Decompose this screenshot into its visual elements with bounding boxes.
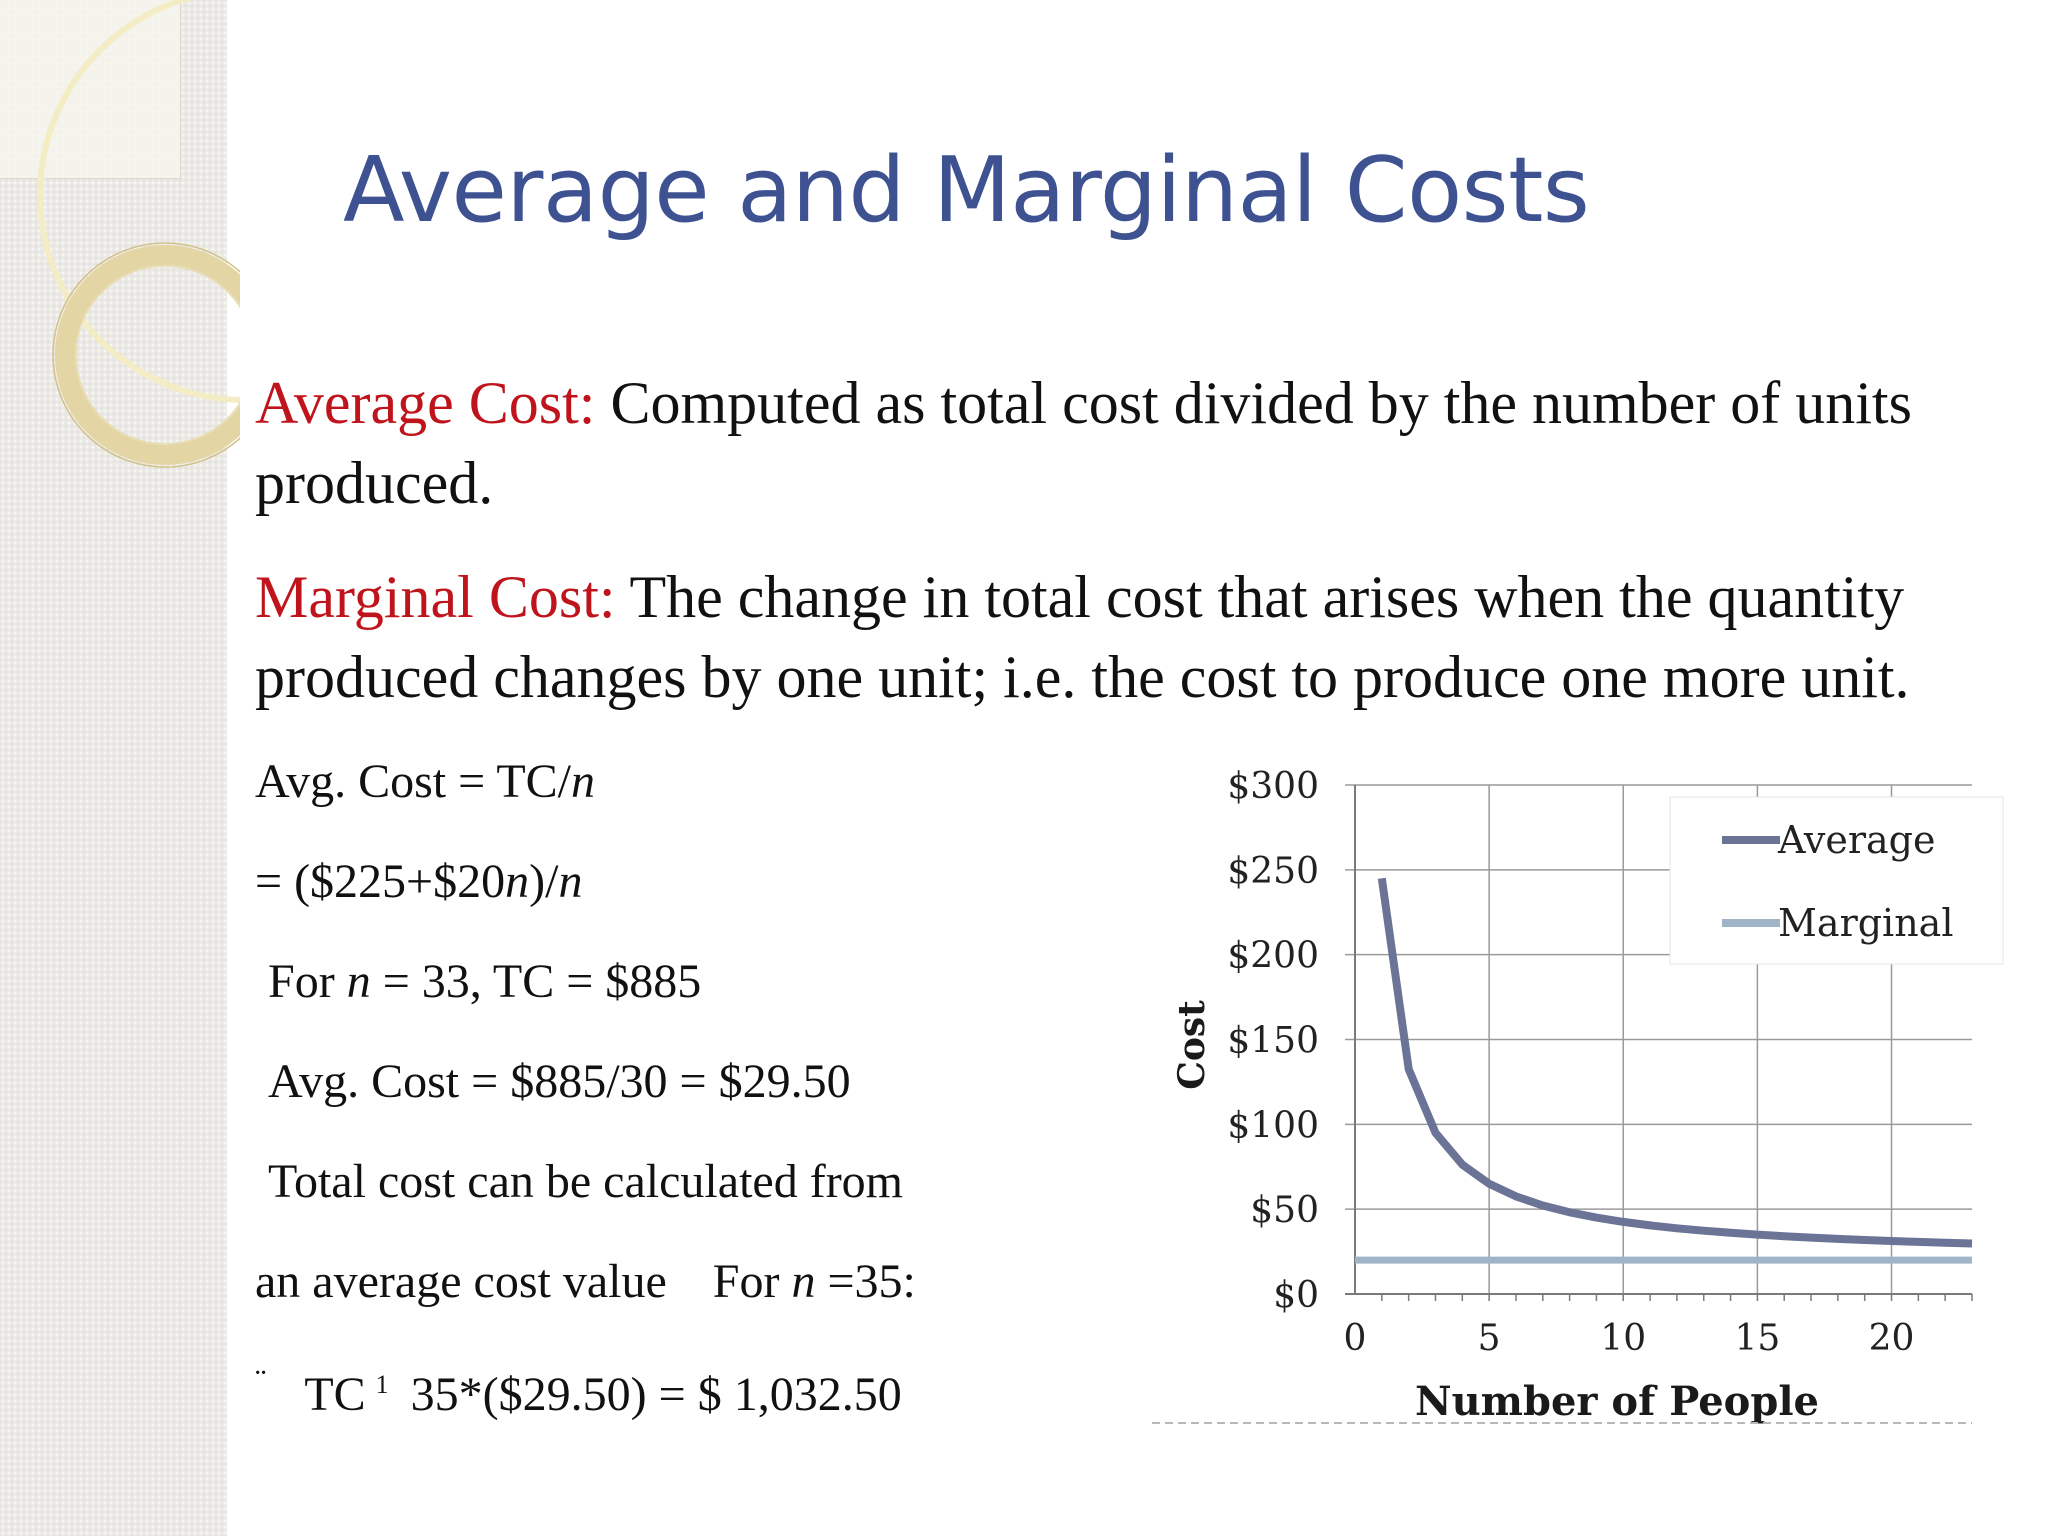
x-tick-label: 20 xyxy=(1869,1318,1915,1359)
definition-average-text: Computed as total cost divided by the nu… xyxy=(255,370,1912,516)
series-line-average xyxy=(1377,877,1973,1248)
y-tick-label: $150 xyxy=(1227,1021,1319,1062)
calc-line-4: Avg. Cost = $885/30 = $29.50 xyxy=(268,1055,851,1108)
legend-label-average: Average xyxy=(1777,818,1936,862)
calc-line-2-text: = ($225+$20 xyxy=(255,855,506,908)
y-tick-label: $50 xyxy=(1250,1190,1319,1231)
calc-line-3-text: For xyxy=(268,955,347,1008)
calc-variable-n: n xyxy=(571,755,596,808)
decorative-corner-box xyxy=(0,0,181,179)
x-tick-label: 15 xyxy=(1734,1318,1780,1359)
calc-line-7: ¨ TC 1 35*($29.50) = $ 1,032.50 xyxy=(255,1352,902,1425)
definition-average-cost: Average Cost: Computed as total cost div… xyxy=(255,363,2045,523)
y-axis-label: Cost xyxy=(1171,1000,1213,1090)
y-tick-label: $300 xyxy=(1227,766,1319,807)
calc-line-1-text: Avg. Cost = TC/ xyxy=(255,755,572,808)
legend-box xyxy=(1669,796,2004,965)
definition-marginal-cost: Marginal Cost: The change in total cost … xyxy=(255,557,2045,717)
x-axis-label: Number of People xyxy=(1415,1378,1819,1425)
definition-marginal-text: The change in total cost that arises whe… xyxy=(255,564,1910,710)
calc-line-7-text: TC xyxy=(304,1368,366,1421)
chart-legend: Average Marginal xyxy=(1669,796,2004,965)
x-tick-labels: 0 5 10 15 20 xyxy=(1344,1318,1915,1359)
bullet-symbol: ¨ xyxy=(255,1363,267,1400)
y-tick-label: $250 xyxy=(1227,851,1319,892)
slide-title: Average and Marginal Costs xyxy=(343,138,1590,243)
calc-line-6: an average cost value For n =35: xyxy=(255,1252,916,1312)
calc-line-5: Total cost can be calculated from xyxy=(268,1155,904,1208)
calc-line-2: = ($225+$20n)/n xyxy=(255,852,582,912)
calc-line-2-text-b: )/ xyxy=(529,855,559,908)
y-tick-label: $200 xyxy=(1227,936,1319,977)
calc-line-3: For n = 33, TC = $885 xyxy=(268,952,701,1012)
calc-line-3-text-b: = 33, TC = $885 xyxy=(370,955,702,1008)
legend-label-marginal: Marginal xyxy=(1778,901,1954,945)
x-tick-label: 0 xyxy=(1344,1318,1367,1359)
calc-variable-n: n xyxy=(558,855,583,908)
calc-variable-n: n xyxy=(505,855,530,908)
calc-line-7-symbol: 1 xyxy=(375,1370,389,1399)
term-marginal-cost: Marginal Cost: xyxy=(255,564,616,630)
term-average-cost: Average Cost: xyxy=(255,370,596,436)
calc-line-6-text: an average cost value xyxy=(255,1255,667,1308)
calc-variable-n: n xyxy=(346,955,371,1008)
chart-series xyxy=(1355,877,1973,1264)
calc-line-6-text-b: For xyxy=(712,1255,792,1308)
x-tick-label: 5 xyxy=(1478,1318,1501,1359)
y-tick-label: $0 xyxy=(1273,1275,1319,1316)
decorative-rings xyxy=(37,0,240,468)
cost-chart: $0 $50 $100 $150 $200 $250 $300 0 5 10 15 20 Avera… xyxy=(1152,766,2004,1425)
chart-axes xyxy=(1345,785,1973,1301)
calc-line-7-text-b: 35*($29.50) = $ 1,032.50 xyxy=(398,1368,902,1421)
y-tick-labels: $0 $50 $100 $150 $200 $250 $300 xyxy=(1227,766,1319,1316)
chart-grid xyxy=(1345,784,1972,1294)
calc-line-6-text-c: =35: xyxy=(815,1255,916,1308)
y-tick-label: $100 xyxy=(1227,1105,1319,1146)
calc-variable-n: n xyxy=(791,1255,816,1308)
x-tick-label: 10 xyxy=(1600,1318,1646,1359)
calc-line-1: Avg. Cost = TC/n xyxy=(255,752,595,812)
